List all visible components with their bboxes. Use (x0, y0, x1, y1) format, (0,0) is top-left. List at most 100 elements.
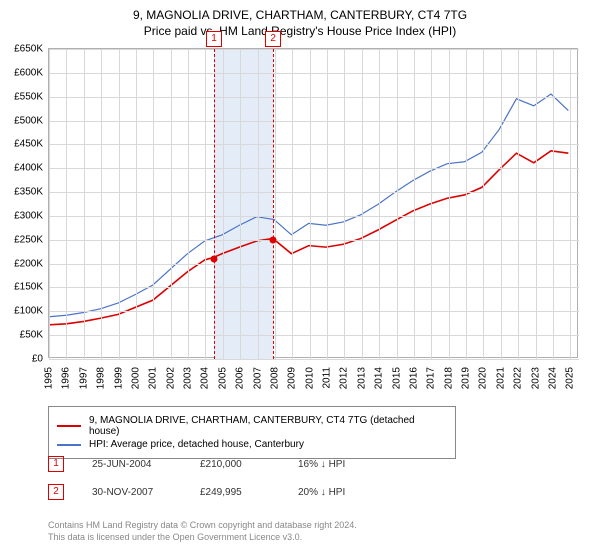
y-axis-label: £150K (14, 282, 43, 293)
transaction-diff: 20% ↓ HPI (298, 487, 345, 498)
legend-item: HPI: Average price, detached house, Cant… (57, 439, 447, 450)
y-axis-label: £650K (14, 44, 43, 55)
x-axis-label: 2017 (426, 367, 437, 389)
gridline-h (49, 192, 579, 193)
gridline-v (466, 49, 467, 359)
gridline-v (258, 49, 259, 359)
transaction-date: 30-NOV-2007 (92, 487, 172, 498)
transaction-row-2: 2 30-NOV-2007 £249,995 20% ↓ HPI (48, 484, 345, 500)
x-axis-label: 1997 (78, 367, 89, 389)
gridline-v (171, 49, 172, 359)
transaction-callout-1: 1 (48, 456, 64, 472)
transaction-price: £249,995 (200, 487, 270, 498)
gridline-h (49, 49, 579, 50)
y-axis-label: £250K (14, 234, 43, 245)
y-axis-label: £600K (14, 67, 43, 78)
legend-swatch (57, 444, 81, 446)
x-axis-label: 2000 (130, 367, 141, 389)
x-axis-label: 2004 (200, 367, 211, 389)
callout-line (273, 49, 274, 359)
callout-line (214, 49, 215, 359)
gridline-h (49, 311, 579, 312)
x-axis-label: 1998 (96, 367, 107, 389)
y-axis-label: £100K (14, 306, 43, 317)
y-axis-label: £550K (14, 91, 43, 102)
gridline-v (362, 49, 363, 359)
x-axis-label: 2024 (547, 367, 558, 389)
chart-legend: 9, MAGNOLIA DRIVE, CHARTHAM, CANTERBURY,… (48, 406, 456, 459)
x-axis-label: 2016 (408, 367, 419, 389)
x-axis-label: 2008 (269, 367, 280, 389)
transaction-price: £210,000 (200, 459, 270, 470)
x-axis-label: 2014 (374, 367, 385, 389)
x-axis-label: 2007 (252, 367, 263, 389)
x-axis-label: 2009 (287, 367, 298, 389)
x-axis-label: 2022 (513, 367, 524, 389)
gridline-h (49, 168, 579, 169)
gridline-v (292, 49, 293, 359)
x-axis-label: 2005 (217, 367, 228, 389)
gridline-v (119, 49, 120, 359)
gridline-v (84, 49, 85, 359)
callout-box: 2 (265, 31, 281, 47)
x-axis-label: 2021 (495, 367, 506, 389)
x-axis-label: 2018 (443, 367, 454, 389)
gridline-v (501, 49, 502, 359)
sale-marker (211, 255, 218, 262)
footer-line-1: Contains HM Land Registry data © Crown c… (48, 520, 357, 532)
gridline-v (49, 49, 50, 359)
footer-line-2: This data is licensed under the Open Gov… (48, 532, 357, 544)
x-axis-label: 1996 (61, 367, 72, 389)
gridline-h (49, 216, 579, 217)
footer-attribution: Contains HM Land Registry data © Crown c… (48, 520, 357, 543)
sale-marker (270, 236, 277, 243)
gridline-h (49, 73, 579, 74)
gridline-v (205, 49, 206, 359)
gridline-v (327, 49, 328, 359)
y-axis-label: £0 (32, 354, 43, 365)
y-axis-label: £200K (14, 258, 43, 269)
gridline-v (570, 49, 571, 359)
transaction-callout-2: 2 (48, 484, 64, 500)
x-axis-label: 2020 (478, 367, 489, 389)
transaction-row-1: 1 25-JUN-2004 £210,000 16% ↓ HPI (48, 456, 345, 472)
gridline-v (553, 49, 554, 359)
gridline-h (49, 335, 579, 336)
gridline-v (414, 49, 415, 359)
gridline-v (188, 49, 189, 359)
gridline-v (397, 49, 398, 359)
x-axis-label: 2012 (339, 367, 350, 389)
gridline-v (483, 49, 484, 359)
x-axis-label: 1999 (113, 367, 124, 389)
gridline-v (240, 49, 241, 359)
x-axis-label: 2006 (235, 367, 246, 389)
gridline-v (101, 49, 102, 359)
gridline-v (153, 49, 154, 359)
gridline-h (49, 240, 579, 241)
transaction-date: 25-JUN-2004 (92, 459, 172, 470)
gridline-v (536, 49, 537, 359)
y-axis-label: £350K (14, 187, 43, 198)
gridline-v (379, 49, 380, 359)
x-axis-label: 2015 (391, 367, 402, 389)
x-axis-label: 2002 (165, 367, 176, 389)
legend-label: 9, MAGNOLIA DRIVE, CHARTHAM, CANTERBURY,… (89, 415, 447, 437)
y-axis-label: £500K (14, 115, 43, 126)
legend-swatch (57, 425, 81, 427)
legend-item: 9, MAGNOLIA DRIVE, CHARTHAM, CANTERBURY,… (57, 415, 447, 437)
gridline-h (49, 121, 579, 122)
x-axis-label: 1995 (44, 367, 55, 389)
gridline-h (49, 97, 579, 98)
x-axis-label: 2013 (356, 367, 367, 389)
gridline-v (310, 49, 311, 359)
legend-label: HPI: Average price, detached house, Cant… (89, 439, 304, 450)
chart-plot-area: £0£50K£100K£150K£200K£250K£300K£350K£400… (48, 48, 578, 358)
chart-subtitle: Price paid vs. HM Land Registry's House … (0, 22, 600, 38)
x-axis-label: 2025 (565, 367, 576, 389)
transaction-diff: 16% ↓ HPI (298, 459, 345, 470)
y-axis-label: £300K (14, 210, 43, 221)
gridline-v (518, 49, 519, 359)
gridline-h (49, 144, 579, 145)
gridline-h (49, 359, 579, 360)
gridline-v (431, 49, 432, 359)
